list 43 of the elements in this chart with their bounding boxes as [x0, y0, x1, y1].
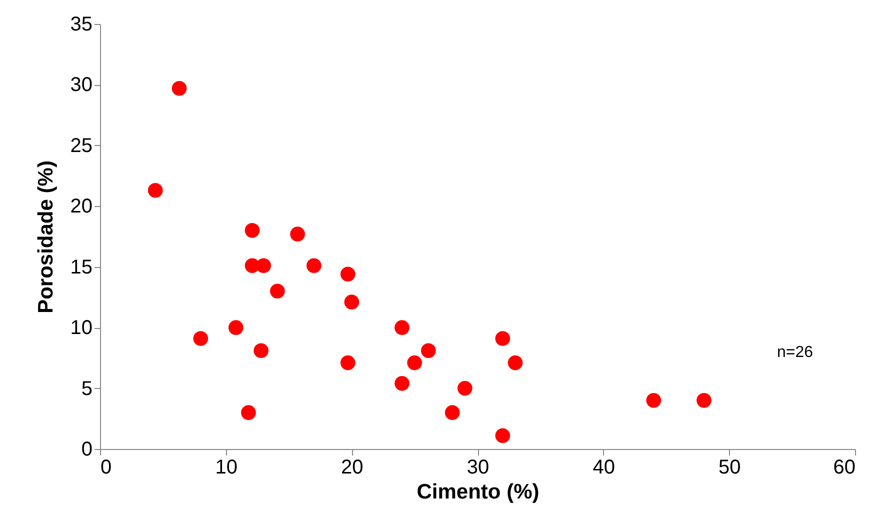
point — [228, 320, 244, 335]
point — [344, 294, 360, 310]
x-tick-label: 20 — [341, 456, 364, 478]
point — [270, 284, 285, 299]
point — [508, 355, 523, 370]
point — [172, 80, 187, 96]
point — [340, 355, 356, 370]
x-tick-label: 60 — [833, 456, 856, 478]
point — [407, 355, 422, 370]
y-tick-label: 35 — [70, 14, 92, 36]
y-tick-label: 0 — [81, 438, 92, 460]
x-tick-label: 10 — [215, 456, 238, 478]
y-tick-label: 10 — [70, 317, 92, 340]
annotation: n=26 — [776, 344, 814, 361]
y-tick-label: 20 — [70, 196, 92, 218]
point — [290, 226, 305, 242]
point — [458, 380, 472, 396]
point — [394, 320, 410, 335]
point — [306, 258, 322, 274]
y-tick-label: 5 — [81, 378, 92, 400]
point — [421, 343, 436, 358]
point — [444, 405, 460, 420]
point — [495, 428, 510, 444]
point — [340, 266, 356, 282]
point — [193, 331, 208, 346]
point — [244, 223, 260, 238]
y-tick-label: 25 — [70, 134, 92, 157]
x-axis-title: Cimento (%) — [416, 480, 540, 504]
x-tick-label: 40 — [592, 456, 615, 478]
point — [254, 343, 268, 358]
point — [256, 258, 271, 274]
point — [495, 331, 510, 346]
x-tick-label: 50 — [718, 456, 741, 478]
point — [696, 393, 712, 408]
x-tick-label: 30 — [466, 456, 490, 478]
point — [394, 376, 410, 391]
point — [148, 182, 163, 198]
point — [241, 405, 256, 420]
y-tick-label: 15 — [70, 256, 92, 278]
y-axis-title: Porosidade (%) — [34, 160, 58, 314]
y-tick-label: 30 — [70, 74, 92, 96]
point — [646, 393, 662, 408]
x-tick-label: 0 — [100, 456, 112, 478]
